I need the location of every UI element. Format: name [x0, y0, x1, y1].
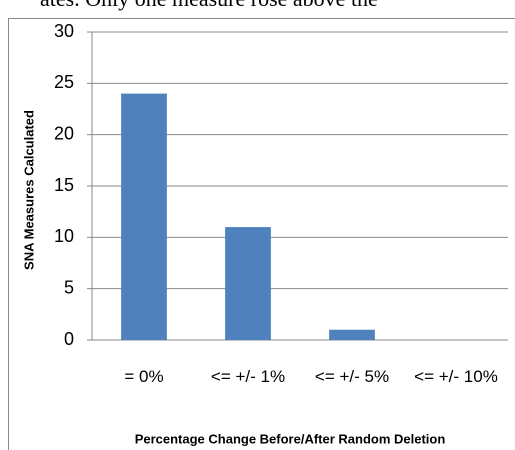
bar [225, 227, 271, 340]
context-text: ates. Only one measure rose above the [40, 0, 378, 12]
x-axis-title: Percentage Change Before/After Random De… [135, 431, 446, 446]
x-tick-label: <= +/- 5% [314, 367, 390, 386]
bar [121, 93, 167, 340]
x-tick-label: = 0% [124, 367, 164, 386]
x-tick-label: <= +/- 10% [414, 367, 498, 386]
y-tick-label: 30 [54, 21, 74, 41]
y-tick-label: 0 [64, 329, 74, 349]
bar [329, 329, 375, 340]
y-axis-title: SNA Measures Calculated [21, 110, 36, 270]
y-tick-label: 20 [54, 123, 74, 143]
y-tick-label: 10 [54, 226, 74, 246]
y-tick-label: 25 [54, 72, 74, 92]
x-tick-label: <= +/- 1% [210, 367, 286, 386]
y-tick-label: 5 [64, 277, 74, 297]
y-tick-label: 15 [54, 175, 74, 195]
